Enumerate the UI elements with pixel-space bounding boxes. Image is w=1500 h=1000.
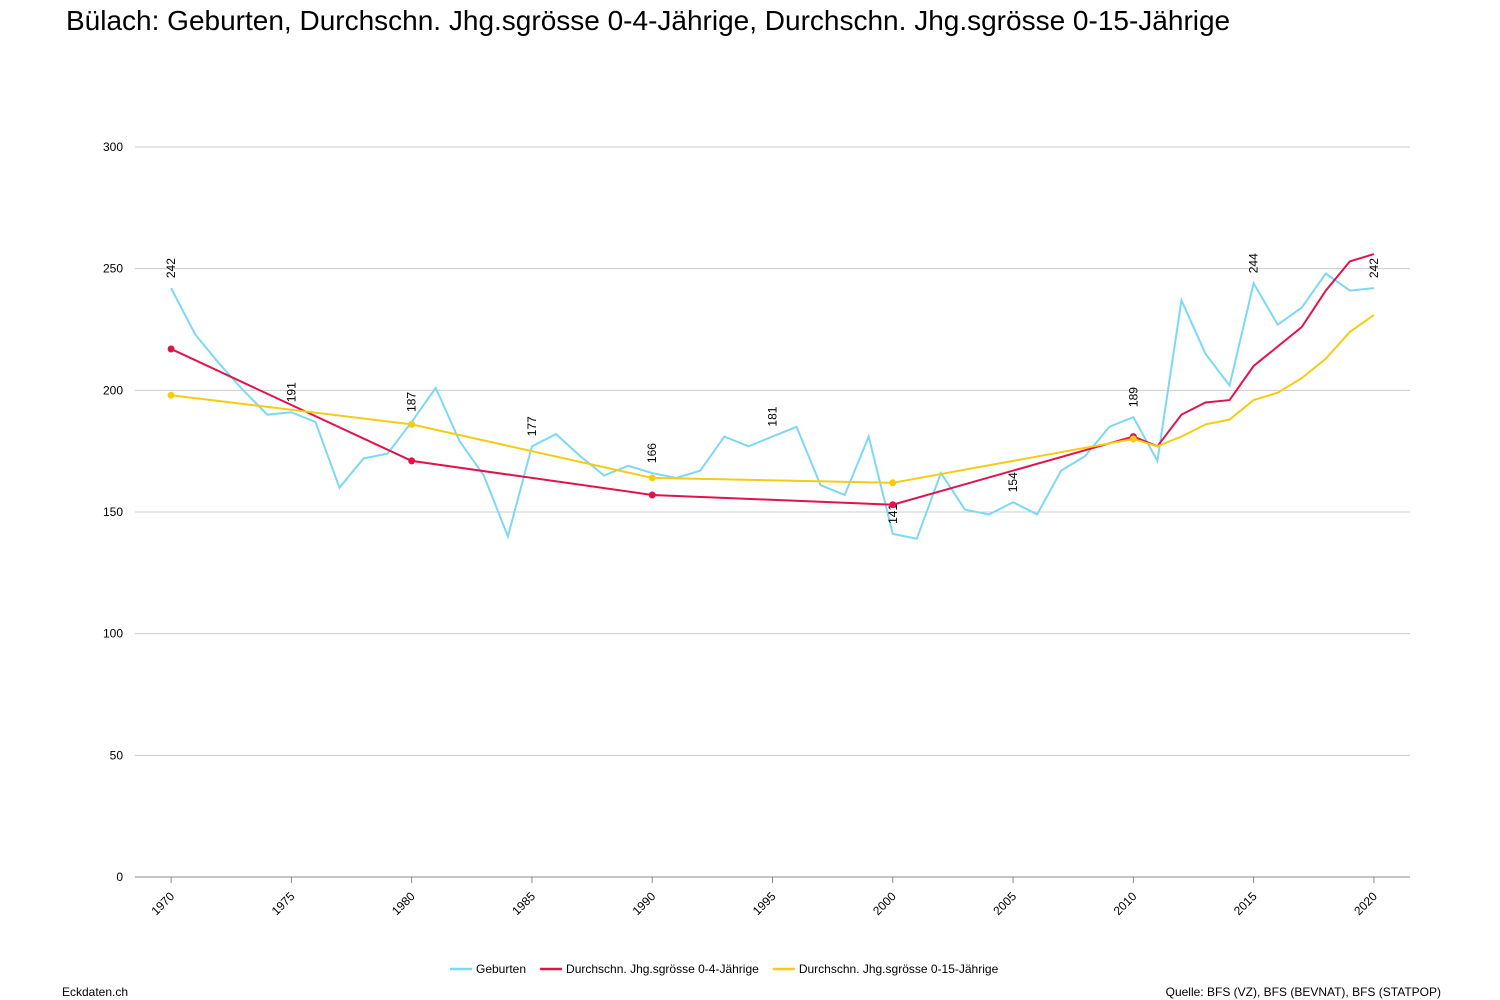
x-tick-label: 1985 — [509, 889, 538, 918]
footer-left: Eckdaten.ch — [62, 985, 128, 999]
x-tick-label: 1975 — [269, 889, 298, 918]
point — [889, 501, 897, 509]
x-tick-label: 2010 — [1111, 889, 1140, 918]
series-line — [170, 314, 1375, 484]
y-tick-label: 200 — [103, 383, 123, 397]
point — [889, 479, 897, 487]
point — [1129, 435, 1137, 443]
y-tick-label: 150 — [103, 505, 123, 519]
point — [167, 391, 175, 399]
y-tick-label: 100 — [103, 627, 123, 641]
x-tick-label: 1970 — [148, 889, 177, 918]
y-tick-label: 50 — [110, 748, 124, 762]
value-label: 189 — [1126, 387, 1140, 407]
point — [408, 457, 416, 465]
value-label: 177 — [525, 416, 539, 436]
legend-label: Durchschn. Jhg.sgrösse 0-4-Jährige — [566, 962, 759, 976]
value-label: 141 — [886, 504, 900, 524]
x-tick-label: 2020 — [1351, 889, 1380, 918]
point — [648, 491, 656, 499]
x-tick-label: 1995 — [750, 889, 779, 918]
point — [648, 474, 656, 482]
y-tick-label: 0 — [116, 870, 123, 884]
x-tick-label: 1990 — [630, 889, 659, 918]
legend-label: Durchschn. Jhg.sgrösse 0-15-Jährige — [799, 962, 999, 976]
y-tick-label: 300 — [103, 140, 123, 154]
series-line — [170, 272, 1375, 540]
value-label: 244 — [1247, 253, 1261, 273]
value-label: 242 — [1367, 258, 1381, 278]
value-label: 191 — [284, 382, 298, 402]
value-label: 181 — [766, 406, 780, 426]
legend-label: Geburten — [476, 962, 526, 976]
value-label: 154 — [1006, 472, 1020, 492]
point — [408, 420, 416, 428]
value-label: 242 — [164, 258, 178, 278]
value-label: 187 — [405, 392, 419, 412]
x-tick-label: 2015 — [1231, 889, 1260, 918]
x-tick-label: 2005 — [990, 889, 1019, 918]
footer-right: Quelle: BFS (VZ), BFS (BEVNAT), BFS (STA… — [1166, 985, 1441, 999]
series-line — [170, 253, 1375, 506]
x-tick-label: 1980 — [389, 889, 418, 918]
chart-title: Bülach: Geburten, Durchschn. Jhg.sgrösse… — [66, 5, 1230, 36]
y-tick-label: 250 — [103, 262, 123, 276]
point — [167, 345, 175, 353]
x-tick-label: 2000 — [870, 889, 899, 918]
value-label: 166 — [645, 443, 659, 463]
